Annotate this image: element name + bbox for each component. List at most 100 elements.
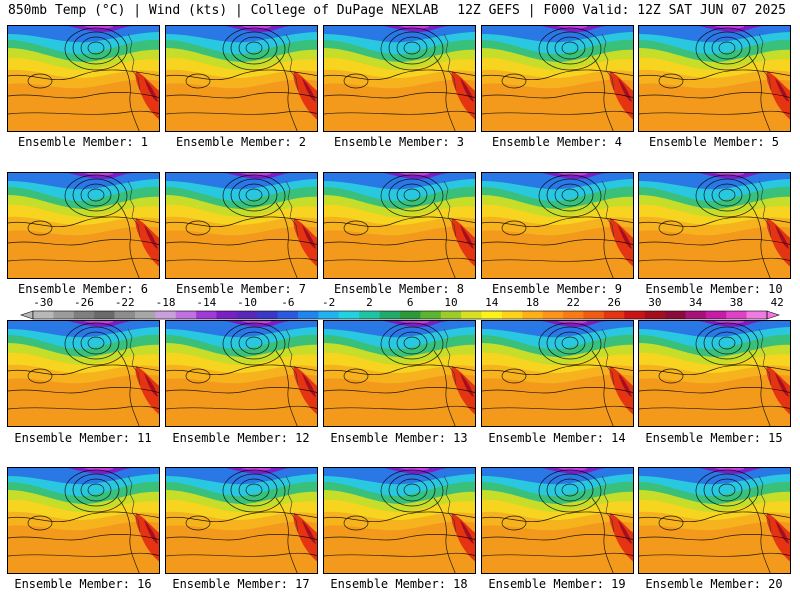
ensemble-member-label: Ensemble Member: 19 [488, 577, 626, 591]
colorbar-swatch [338, 311, 360, 319]
ensemble-member-map [638, 172, 791, 279]
ensemble-member-label: Ensemble Member: 13 [330, 431, 468, 445]
colorbar-tick-label: 6 [407, 296, 414, 309]
ensemble-member-map [481, 467, 634, 574]
ensemble-member-label: Ensemble Member: 8 [333, 282, 465, 296]
colorbar-swatch [73, 311, 95, 319]
colorbar-swatch [665, 311, 686, 319]
ensemble-member-map [165, 320, 318, 427]
colorbar-swatch [542, 311, 564, 319]
colorbar-tick-label: 14 [485, 296, 499, 309]
colorbar-swatch [685, 311, 707, 319]
ensemble-member-map [165, 25, 318, 132]
colorbar-swatch [501, 311, 523, 319]
colorbar-swatch [53, 311, 75, 319]
ensemble-member-map [323, 172, 476, 279]
colorbar-swatch [726, 311, 747, 319]
colorbar-tick-label: -30 [33, 296, 53, 309]
colorbar-tick-label: -6 [281, 296, 294, 309]
ensemble-member-label: Ensemble Member: 2 [175, 135, 307, 149]
colorbar-swatch [583, 311, 605, 319]
colorbar-swatch [603, 311, 625, 319]
colorbar-tick-label: 30 [648, 296, 661, 309]
colorbar-tick-label: 34 [689, 296, 703, 309]
ensemble-member-map [481, 25, 634, 132]
model-run-valid-time: 12Z GEFS | F000 Valid: 12Z SAT JUN 07 20… [457, 3, 786, 18]
colorbar-tick-label: 26 [607, 296, 620, 309]
colorbar-swatch [298, 311, 319, 319]
ensemble-member-map [323, 467, 476, 574]
temperature-colorbar: -30 -26 -22 -18 -14 -10 -6 -2 2 6 10 14 18 22 26 30 34 38… [20, 296, 784, 320]
ensemble-member-map [323, 25, 476, 132]
colorbar-tick-label: 2 [366, 296, 373, 309]
ensemble-member-map [638, 467, 791, 574]
colorbar-swatch [359, 311, 380, 319]
ensemble-member-label: Ensemble Member: 18 [330, 577, 468, 591]
colorbar-swatch [644, 311, 666, 319]
ensemble-member-map [7, 25, 160, 132]
colorbar-tick-label: -18 [156, 296, 176, 309]
colorbar-tick-label: -26 [74, 296, 94, 309]
ensemble-member-label: Ensemble Member: 12 [172, 431, 310, 445]
ensemble-member-map [7, 467, 160, 574]
ensemble-member-map [7, 320, 160, 427]
colorbar-high-arrow [766, 310, 780, 320]
ensemble-member-map [481, 320, 634, 427]
ensemble-member-label: Ensemble Member: 6 [17, 282, 149, 296]
ensemble-member-label: Ensemble Member: 5 [648, 135, 780, 149]
ensemble-member-label: Ensemble Member: 3 [333, 135, 465, 149]
ensemble-member-label: Ensemble Member: 20 [645, 577, 783, 591]
ensemble-member-label: Ensemble Member: 7 [175, 282, 307, 296]
colorbar-tick-label: 22 [567, 296, 580, 309]
colorbar-tick-label: -14 [196, 296, 216, 309]
colorbar-swatch [481, 311, 503, 319]
colorbar-swatch [440, 311, 462, 319]
ensemble-member-map [638, 25, 791, 132]
colorbar-tick-label: 38 [730, 296, 743, 309]
colorbar-swatch [175, 311, 197, 319]
colorbar-tick-label: 42 [771, 296, 784, 309]
ensemble-member-label: Ensemble Member: 4 [491, 135, 623, 149]
colorbar-tick-label: 18 [526, 296, 539, 309]
ensemble-member-map [481, 172, 634, 279]
colorbar-swatch [236, 311, 258, 319]
colorbar-swatch [155, 311, 177, 319]
colorbar-swatch [277, 311, 299, 319]
colorbar-swatch [624, 311, 645, 319]
colorbar-swatch [114, 311, 136, 319]
colorbar-swatch [563, 311, 584, 319]
ensemble-member-label: Ensemble Member: 10 [645, 282, 783, 296]
colorbar-swatch [33, 311, 54, 319]
ensemble-member-map [323, 320, 476, 427]
colorbar-tick-label: -22 [115, 296, 135, 309]
ensemble-member-map [165, 467, 318, 574]
colorbar-swatch [379, 311, 401, 319]
ensemble-member-label: Ensemble Member: 11 [14, 431, 152, 445]
colorbar-swatch [522, 311, 544, 319]
colorbar-swatch [257, 311, 278, 319]
ensemble-member-map [7, 172, 160, 279]
colorbar-swatch [196, 311, 217, 319]
ensemble-member-label: Ensemble Member: 15 [645, 431, 783, 445]
ensemble-member-label: Ensemble Member: 17 [172, 577, 310, 591]
colorbar-swatch [94, 311, 115, 319]
colorbar-tick-label: 10 [444, 296, 457, 309]
colorbar-swatch [746, 311, 768, 319]
colorbar-tick-label: -10 [237, 296, 257, 309]
colorbar-swatch [420, 311, 442, 319]
map-title: 850mb Temp (°C) | Wind (kts) | College o… [8, 3, 439, 18]
ensemble-member-label: Ensemble Member: 1 [17, 135, 149, 149]
ensemble-member-label: Ensemble Member: 9 [491, 282, 623, 296]
colorbar-swatch [134, 311, 156, 319]
colorbar-swatch [461, 311, 482, 319]
colorbar-swatch [318, 311, 340, 319]
ensemble-member-map [638, 320, 791, 427]
colorbar-low-arrow [20, 310, 34, 320]
colorbar-swatch [216, 311, 238, 319]
colorbar-swatch [705, 311, 727, 319]
colorbar-tick-label: -2 [322, 296, 335, 309]
ensemble-member-map [165, 172, 318, 279]
ensemble-member-label: Ensemble Member: 16 [14, 577, 152, 591]
ensemble-member-label: Ensemble Member: 14 [488, 431, 626, 445]
colorbar-swatch [400, 311, 421, 319]
